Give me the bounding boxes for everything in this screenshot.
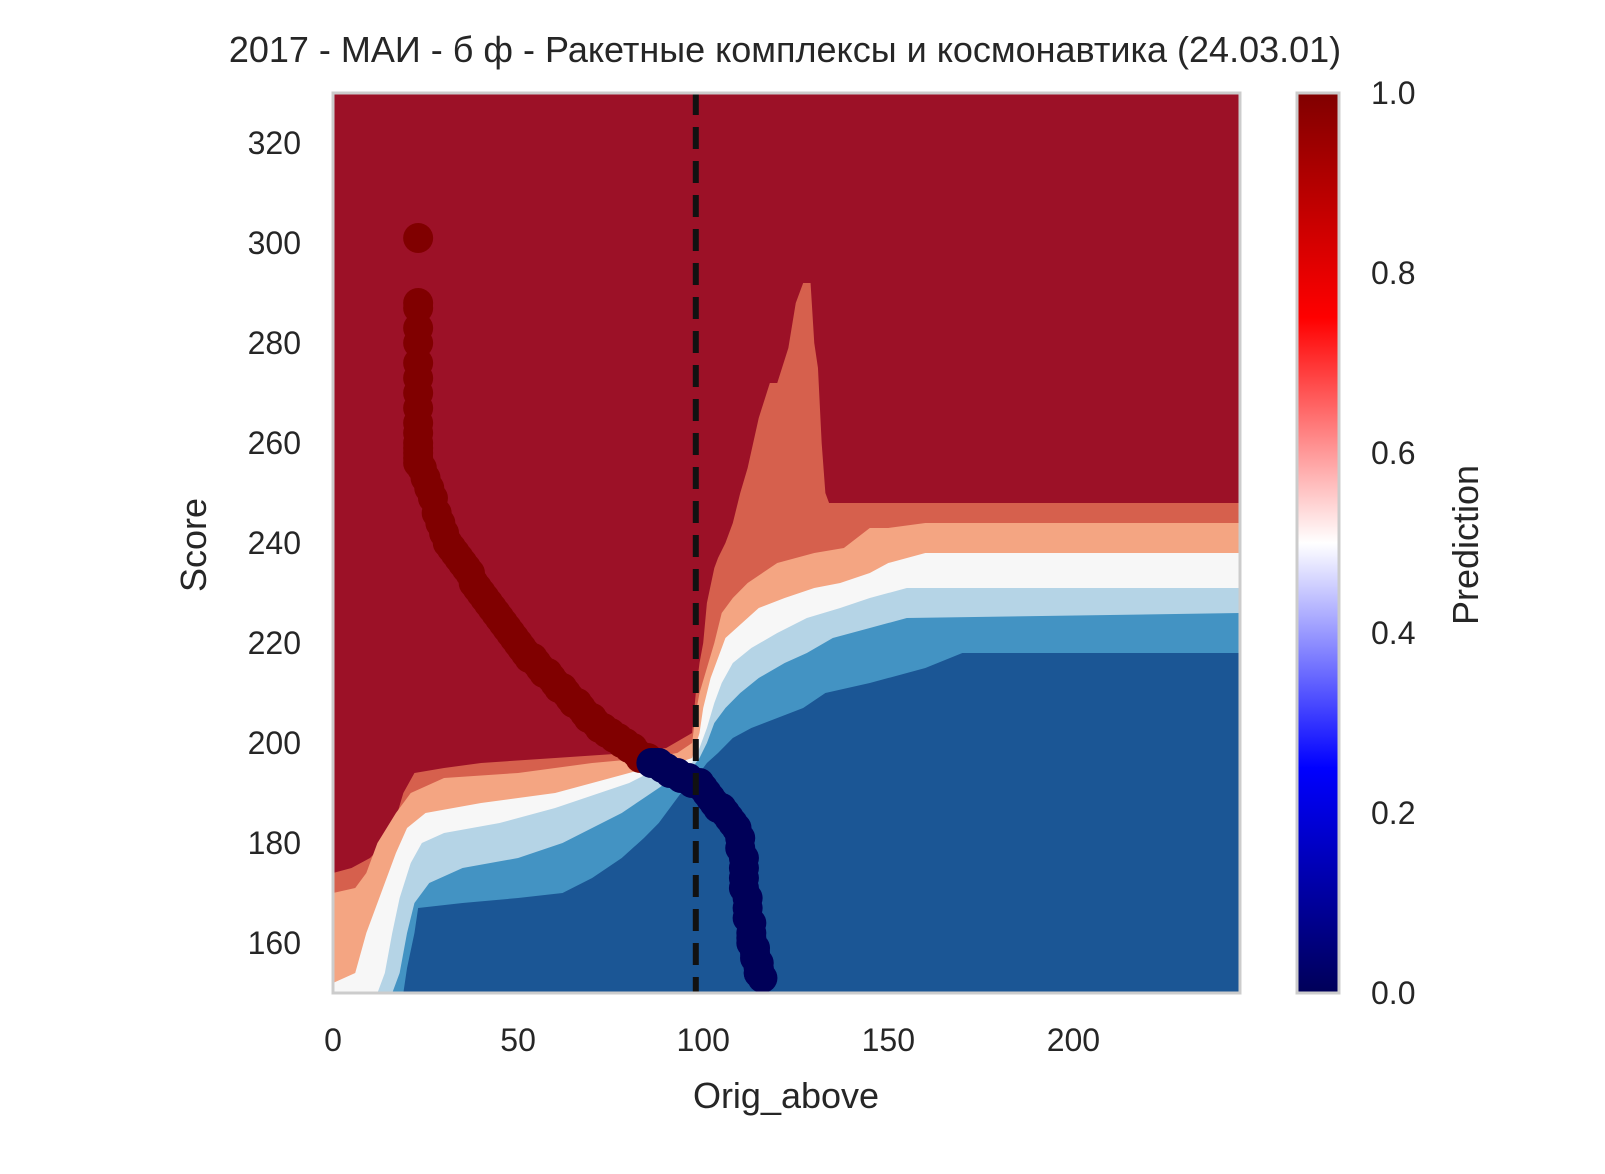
y-tick-label: 320 xyxy=(248,125,301,161)
colorbar-gradient xyxy=(1295,91,1341,995)
y-tick-label: 220 xyxy=(248,625,301,661)
chart-title: 2017 - МАИ - б ф - Ракетные комплексы и … xyxy=(229,29,1341,70)
y-tick-label: 160 xyxy=(248,925,301,961)
data-point xyxy=(403,223,434,253)
contour-regions xyxy=(333,283,1240,993)
y-axis-ticks: 160 180 200 220 240 260 280 300 320 xyxy=(248,125,301,961)
colorbar-tick-label: 0.4 xyxy=(1371,615,1415,651)
x-axis-ticks: 0 50 100 150 200 xyxy=(324,1022,1100,1058)
colorbar-tick-label: 0.0 xyxy=(1371,975,1415,1011)
y-tick-label: 240 xyxy=(248,525,301,561)
colorbar-tick-label: 0.8 xyxy=(1371,255,1415,291)
y-tick-label: 200 xyxy=(248,725,301,761)
colorbar-tick-label: 0.2 xyxy=(1371,795,1415,831)
x-axis-label: Orig_above xyxy=(693,1075,879,1116)
colorbar-tick-label: 1.0 xyxy=(1371,75,1415,111)
colorbar-tick-label: 0.6 xyxy=(1371,435,1415,471)
x-tick-label: 0 xyxy=(324,1022,342,1058)
y-axis-label: Score xyxy=(173,498,214,592)
scatter-points xyxy=(403,223,778,993)
y-tick-label: 180 xyxy=(248,825,301,861)
y-tick-label: 280 xyxy=(248,325,301,361)
data-point xyxy=(747,963,778,993)
x-tick-label: 200 xyxy=(1047,1022,1100,1058)
plot-area xyxy=(333,93,1240,993)
y-tick-label: 300 xyxy=(248,225,301,261)
colorbar-label: Prediction xyxy=(1445,465,1486,625)
colorbar: 0.0 0.2 0.4 0.6 0.8 1.0 Prediction xyxy=(1295,75,1486,1011)
x-tick-label: 150 xyxy=(862,1022,915,1058)
contour-region-low xyxy=(403,653,1240,993)
plot-frame xyxy=(331,91,1242,995)
colorbar-ticks: 0.0 0.2 0.4 0.6 0.8 1.0 xyxy=(1371,75,1415,1011)
x-tick-label: 100 xyxy=(677,1022,730,1058)
y-tick-label: 260 xyxy=(248,425,301,461)
x-tick-label: 50 xyxy=(500,1022,536,1058)
